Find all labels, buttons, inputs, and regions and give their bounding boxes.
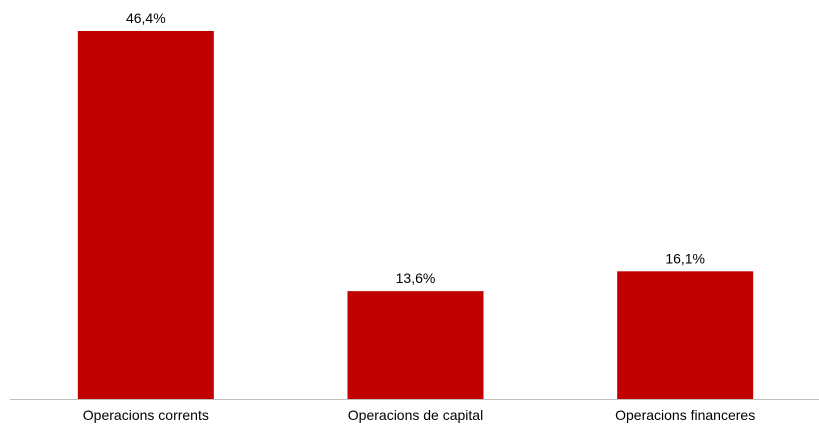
category-label: Operacions corrents: [83, 407, 209, 423]
category-label: Operacions financeres: [615, 407, 755, 423]
category-label: Operacions de capital: [348, 407, 483, 423]
bar: [617, 271, 754, 399]
data-label: 13,6%: [396, 270, 436, 286]
bar: [77, 31, 214, 399]
bar: [347, 291, 484, 399]
data-label: 46,4%: [126, 10, 166, 26]
data-label: 16,1%: [665, 250, 705, 266]
bars-group: [77, 31, 754, 399]
data-labels-group: 46,4% 13,6% 16,1%: [126, 10, 705, 286]
category-labels-group: Operacions corrents Operacions de capital…: [83, 407, 755, 423]
